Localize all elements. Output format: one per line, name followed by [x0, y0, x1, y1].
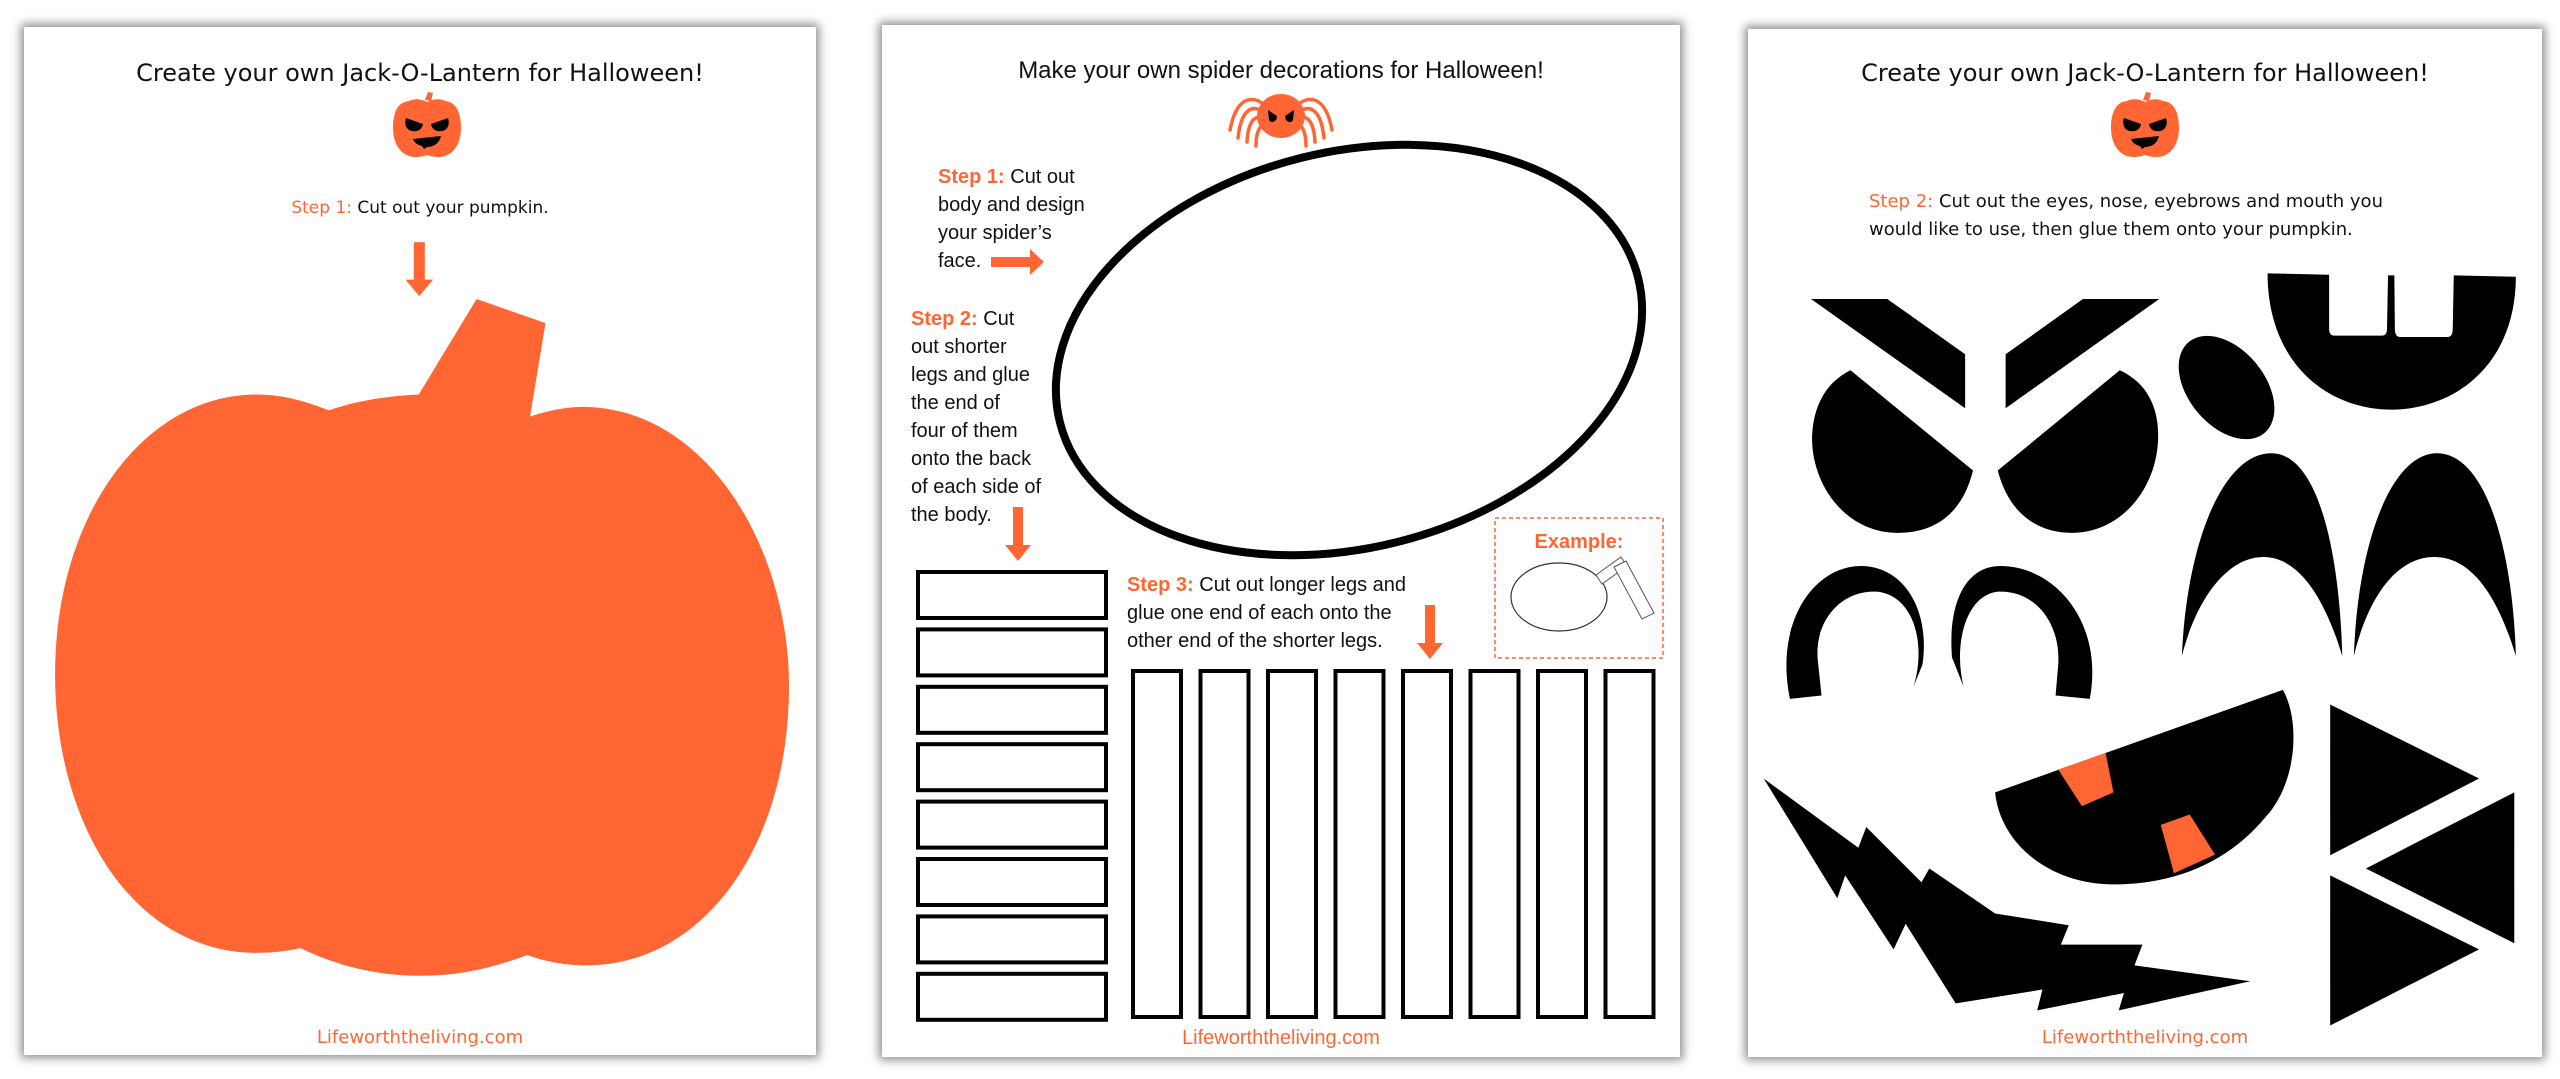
step-label: Step 3: — [1127, 574, 1194, 596]
step-text: other end of the shorter legs. — [1127, 630, 1383, 652]
page-title: Create your own Jack-O-Lantern for Hallo… — [1861, 59, 2429, 87]
step-text: out shorter — [911, 336, 1007, 358]
page-title: Make your own spider decorations for Hal… — [1018, 57, 1544, 84]
step-label: Step 2: — [1869, 191, 1934, 212]
step-text: the body. — [911, 504, 992, 526]
step-text: Cut out the eyes, nose, eyebrows and mou… — [1933, 191, 2383, 212]
step-text: Cut out longer legs and — [1193, 574, 1407, 596]
page-title: Create your own Jack-O-Lantern for Hallo… — [136, 59, 704, 87]
step-text: the end of — [911, 392, 1000, 414]
step-text: your spider’s — [938, 222, 1052, 244]
step-label: Step 2: — [911, 308, 978, 330]
step-text: Cut out your pumpkin. — [352, 198, 549, 218]
step-text: Cut — [977, 308, 1015, 330]
step-label: Step 1: — [938, 166, 1005, 188]
page-jack-o-lantern-step1 — [24, 27, 816, 1055]
step-text: would like to use, then glue them onto y… — [1869, 219, 2353, 240]
step3-instruction: Step 3: Cut out longer legs and glue one… — [1127, 571, 1406, 655]
step-instruction: Step 2: Cut out the eyes, nose, eyebrows… — [1869, 188, 2383, 244]
step-text: body and design — [938, 194, 1085, 216]
step-text: four of them — [911, 420, 1018, 442]
step-text: Cut out — [1004, 166, 1075, 188]
step-text: of each side of — [911, 476, 1042, 498]
step-text: legs and glue — [911, 364, 1030, 386]
step-text: face. — [938, 250, 982, 272]
step-label: Step 1: — [291, 198, 352, 218]
step1-instruction: Step 1: Cut out body and design your spi… — [938, 163, 1085, 275]
step-text: onto the back — [911, 448, 1032, 470]
step-text: glue one end of each onto the — [1127, 602, 1392, 624]
example-label: Example: — [1534, 531, 1624, 553]
footer-link[interactable]: Lifeworththeliving.com — [316, 1027, 524, 1048]
page-jack-o-lantern-step2 — [1748, 29, 2542, 1057]
step-instruction: Step 1: Cut out your pumpkin. — [24, 196, 816, 220]
step2-instruction: Step 2: Cut out shorter legs and glue th… — [911, 305, 1041, 529]
footer-link[interactable]: Lifeworththeliving.com — [1182, 1027, 1380, 1049]
footer-link[interactable]: Lifeworththeliving.com — [2041, 1027, 2249, 1048]
